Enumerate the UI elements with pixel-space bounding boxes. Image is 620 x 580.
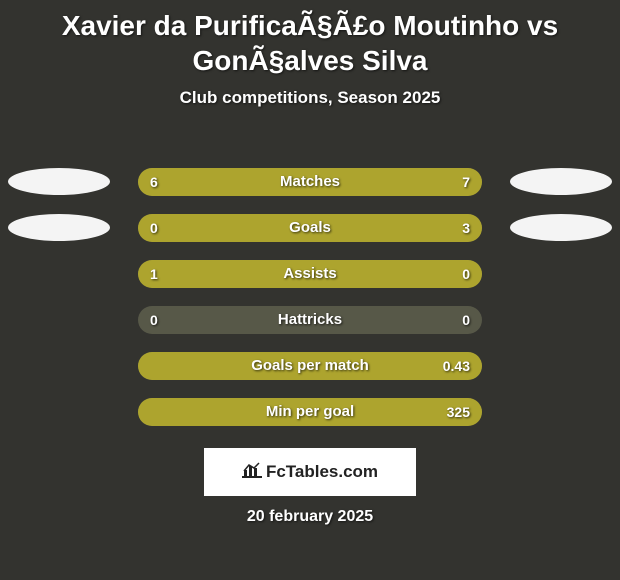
stat-left-value: 0 — [150, 306, 158, 334]
stat-bar: 10Assists — [138, 260, 482, 288]
stat-row: 67Matches — [0, 168, 620, 196]
stat-bar-right-fill — [138, 398, 482, 426]
brand-badge: FcTables.com — [204, 448, 416, 496]
stat-bar: 0.43Goals per match — [138, 352, 482, 380]
stat-bar-right-fill — [297, 168, 482, 196]
stat-bar: 325Min per goal — [138, 398, 482, 426]
brand-text: FcTables.com — [266, 462, 378, 482]
stat-bar-left-fill — [138, 168, 297, 196]
stat-row: 325Min per goal — [0, 398, 620, 426]
page-subtitle: Club competitions, Season 2025 — [0, 88, 620, 108]
player-left-ellipse — [8, 168, 110, 195]
footer-date: 20 february 2025 — [0, 508, 620, 526]
stat-bar-right-fill — [138, 352, 482, 380]
page-title: Xavier da PurificaÃ§Ã£o Moutinho vs GonÃ… — [0, 0, 620, 78]
stat-bar-right-fill — [138, 214, 482, 242]
stat-bar: 67Matches — [138, 168, 482, 196]
comparison-chart: 67Matches 03Goals 10Assists 0 0Hattricks 0.43… — [0, 168, 620, 444]
player-left-ellipse — [8, 214, 110, 241]
player-right-ellipse — [510, 214, 612, 241]
stat-bar: 03Goals — [138, 214, 482, 242]
stat-bar: 0 0Hattricks — [138, 306, 482, 334]
stat-right-value: 0 — [462, 306, 470, 334]
stat-row: 03Goals — [0, 214, 620, 242]
stat-row: 0 0Hattricks — [0, 306, 620, 334]
stat-row: 0.43Goals per match — [0, 352, 620, 380]
stat-row: 10Assists — [0, 260, 620, 288]
stat-label: Hattricks — [138, 306, 482, 334]
chart-icon — [242, 462, 262, 483]
stat-bar-left-fill — [138, 260, 482, 288]
player-right-ellipse — [510, 168, 612, 195]
